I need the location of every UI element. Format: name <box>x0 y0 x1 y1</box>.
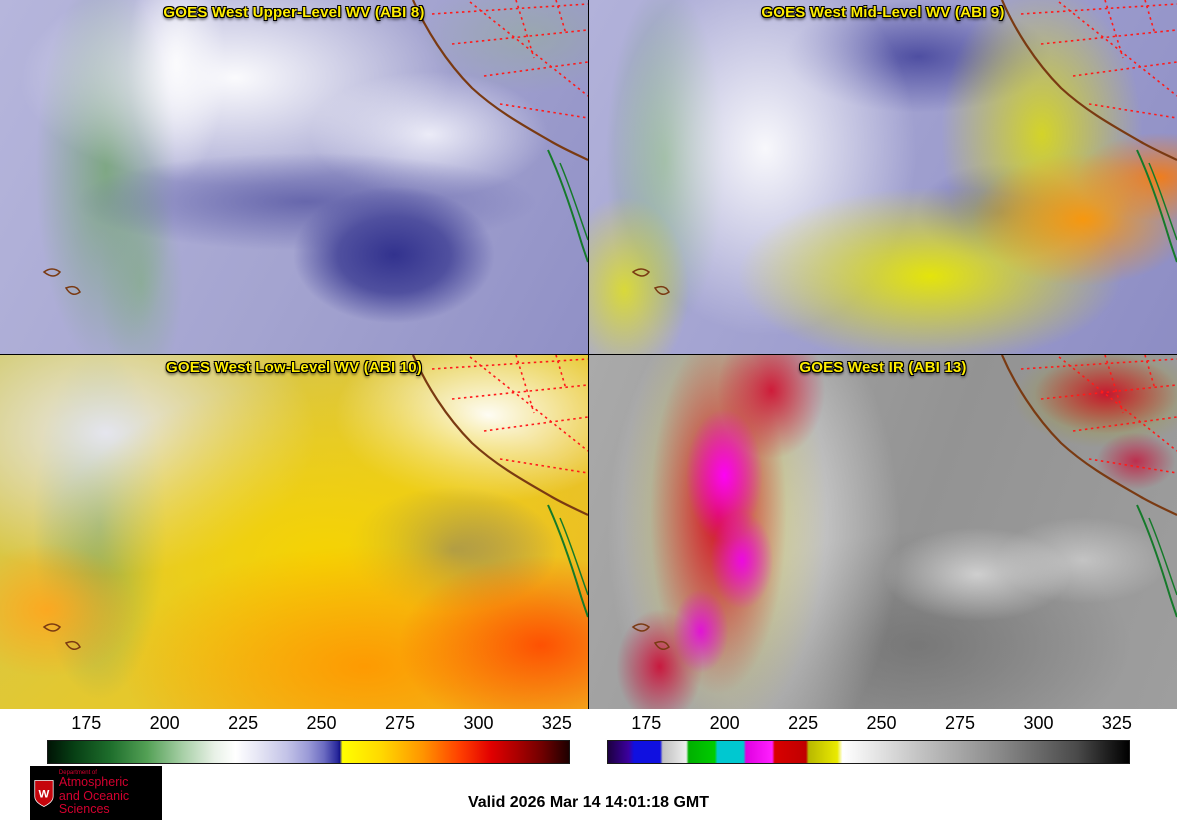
wv-colorbar <box>47 740 570 764</box>
tick-label: 325 <box>541 713 572 733</box>
panel-ir: GOES West IR (ABI 13) <box>589 355 1177 709</box>
uw-crest-icon: W <box>34 779 54 807</box>
map-overlay <box>42 355 588 651</box>
panel-grid: GOES West Upper-Level WV (ABI 8) GOES We… <box>0 0 1177 709</box>
panel-upper-level-wv: GOES West Upper-Level WV (ABI 8) <box>0 0 588 354</box>
tick-label: 200 <box>149 713 180 733</box>
tick-label: 225 <box>788 713 819 733</box>
tick-label: 175 <box>71 713 102 733</box>
tick-label: 300 <box>463 713 494 733</box>
panel-title-upper-level-wv: GOES West Upper-Level WV (ABI 8) <box>163 4 425 21</box>
tick-label: 325 <box>1101 713 1132 733</box>
legend-row: 175 200 225 250 275 300 325 175 200 225 … <box>0 711 1177 767</box>
valid-time-label: Valid 2026 Mar 14 14:01:18 GMT <box>467 794 709 811</box>
tick-label: 175 <box>631 713 662 733</box>
panel-title-ir: GOES West IR (ABI 13) <box>799 359 967 376</box>
ir-legend: 175 200 225 250 275 300 325 <box>607 711 1132 767</box>
tick-label: 275 <box>384 713 416 733</box>
panel-title-mid-level-wv: GOES West Mid-Level WV (ABI 9) <box>761 4 1005 21</box>
tick-label: 300 <box>1023 713 1054 733</box>
ir-tick-labels: 175 200 225 250 275 300 325 <box>607 711 1132 737</box>
panel-title-low-level-wv: GOES West Low-Level WV (ABI 10) <box>166 359 422 376</box>
panel-mid-level-wv: GOES West Mid-Level WV (ABI 9) <box>589 0 1177 354</box>
wv-legend: 175 200 225 250 275 300 325 <box>47 711 572 767</box>
map-overlay <box>631 355 1177 651</box>
panel-low-level-wv: GOES West Low-Level WV (ABI 10) <box>0 355 588 709</box>
map-overlay <box>42 0 588 296</box>
tick-label: 250 <box>306 713 337 733</box>
tick-label: 250 <box>866 713 897 733</box>
ir-colorbar <box>607 740 1130 764</box>
aos-department-logo: W Department of Atmospheric and Oceanic … <box>30 766 162 820</box>
map-overlay <box>631 0 1177 296</box>
tick-label: 275 <box>944 713 976 733</box>
logo-line-2: and Oceanic Sciences <box>58 788 130 816</box>
tick-label: 200 <box>709 713 740 733</box>
logo-text: Department of Atmospheric and Oceanic Sc… <box>59 770 158 816</box>
logo-dept-of: Department of <box>58 770 97 777</box>
tick-label: 225 <box>228 713 259 733</box>
wv-tick-labels: 175 200 225 250 275 300 325 <box>47 711 572 737</box>
logo-line-1: Atmospheric <box>58 775 129 790</box>
crest-letter: W <box>39 788 50 800</box>
